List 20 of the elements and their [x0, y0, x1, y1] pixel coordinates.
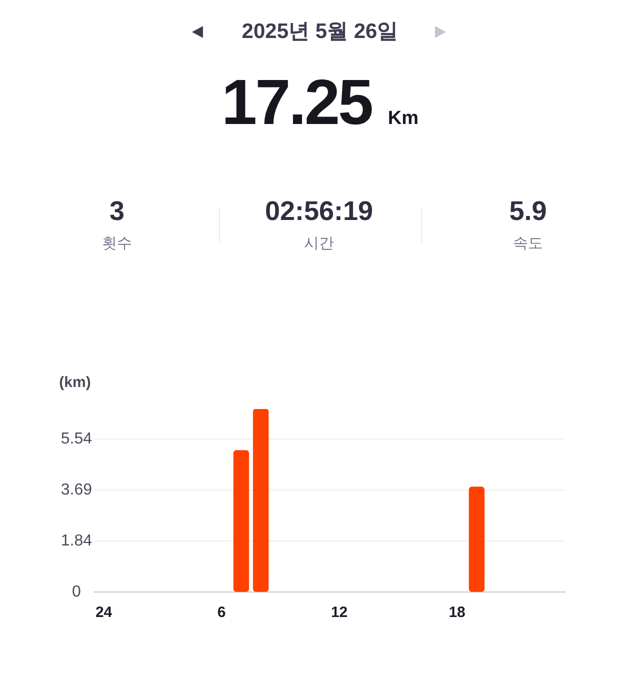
bar	[252, 409, 269, 592]
x-tick-label: 24	[95, 604, 113, 622]
text: 02:56:19	[264, 196, 374, 226]
x-tick-label: 18	[448, 604, 466, 622]
text: 3	[109, 196, 125, 226]
y-tick-label: 0	[72, 583, 81, 600]
text: 횟수	[102, 235, 132, 252]
text: 시간	[304, 235, 334, 252]
y-axis-title: (km)	[59, 374, 91, 391]
x-tick-label: 6	[217, 604, 226, 622]
chart-subtitle: 17.25 Km	[221, 66, 419, 138]
chart-title: 2025년 5월 26일	[242, 20, 398, 43]
x-tick-label: 12	[330, 604, 348, 622]
bar	[468, 486, 485, 592]
text: 5.9	[509, 196, 547, 226]
text: 속도	[513, 235, 543, 252]
bar	[233, 450, 250, 592]
y-tick-label: 5.54	[60, 430, 92, 448]
y-tick-label: 1.84	[60, 532, 92, 550]
y-tick-label: 3.69	[60, 481, 92, 498]
